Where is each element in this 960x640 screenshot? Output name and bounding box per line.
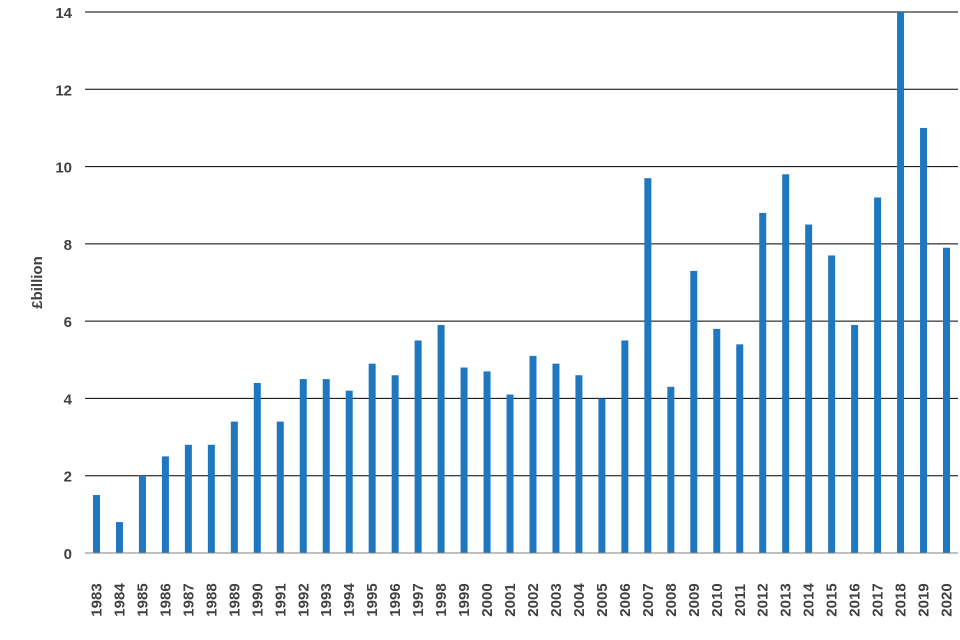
- gridlines: [85, 11, 958, 477]
- x-tick-label: 1995: [364, 583, 381, 616]
- y-tick-label: 2: [64, 469, 72, 486]
- bar-2015: [828, 255, 836, 553]
- bar-2002: [529, 355, 537, 553]
- bar-2005: [598, 398, 606, 553]
- x-tick-label: 2016: [847, 583, 864, 616]
- bar-1991: [276, 421, 284, 553]
- x-tick-label: 1990: [249, 583, 266, 616]
- bar-2011: [736, 344, 744, 553]
- bar-2007: [644, 178, 652, 553]
- bar-2016: [851, 325, 859, 553]
- bar-1997: [414, 340, 422, 553]
- bar-2013: [782, 174, 790, 554]
- y-tick-label: 8: [64, 237, 72, 254]
- y-tick-label: 0: [64, 546, 72, 563]
- x-tick-label: 2011: [732, 584, 749, 617]
- x-tick-label: 2007: [640, 583, 657, 616]
- y-tick-label: 10: [55, 160, 72, 177]
- x-tick-label: 1989: [226, 583, 243, 616]
- y-axis-label: £billion: [29, 256, 46, 309]
- x-tick-label: 2019: [916, 583, 933, 616]
- x-tick-label: 2010: [709, 583, 726, 616]
- x-tick-label: 1984: [111, 583, 128, 617]
- x-tick-label: 2002: [525, 583, 542, 616]
- x-tick-label: 1991: [272, 583, 289, 616]
- bar-2000: [483, 371, 491, 553]
- bar-1999: [460, 367, 468, 553]
- bar-1987: [184, 444, 192, 553]
- x-tick-labels: 1983 1984 1985 1986 1987 1988 1989 1990 1991 1992…: [88, 583, 955, 617]
- bar-1994: [345, 390, 353, 553]
- bar-1989: [230, 421, 238, 553]
- y-tick-label: 4: [64, 391, 73, 408]
- bar-2012: [759, 212, 767, 553]
- x-tick-label: 2005: [594, 583, 611, 616]
- x-tick-label: 2003: [548, 583, 565, 616]
- bar-1988: [207, 444, 215, 553]
- x-tick-label: 2006: [617, 583, 634, 616]
- x-tick-label: 1993: [318, 583, 335, 616]
- bars: [92, 12, 951, 554]
- bar-1996: [391, 375, 399, 553]
- bar-1984: [115, 522, 123, 553]
- x-tick-label: 2020: [939, 583, 956, 616]
- x-tick-label: 2008: [663, 583, 680, 616]
- bar-1992: [299, 379, 307, 553]
- x-tick-label: 1986: [157, 583, 174, 616]
- bar-2020: [943, 247, 951, 553]
- x-tick-label: 2000: [479, 583, 496, 616]
- y-tick-label: 14: [55, 5, 72, 22]
- bar-2003: [552, 363, 560, 553]
- x-tick-label: 2004: [571, 583, 588, 617]
- y-tick-label: 12: [55, 82, 72, 99]
- x-tick-label: 2014: [801, 583, 818, 617]
- x-tick-label: 2001: [502, 583, 519, 616]
- bar-2008: [667, 386, 675, 553]
- x-tick-label: 1996: [387, 583, 404, 616]
- bar-2018: [897, 12, 905, 553]
- bar-1990: [253, 382, 261, 553]
- x-tick-label: 2018: [893, 583, 910, 616]
- x-tick-label: 2015: [824, 583, 841, 616]
- x-tick-label: 2009: [686, 583, 703, 616]
- bar-2004: [575, 375, 583, 553]
- bar-2001: [506, 394, 514, 553]
- x-tick-label: 1983: [88, 583, 105, 616]
- x-tick-label: 2017: [870, 583, 887, 616]
- bar-2010: [713, 328, 721, 553]
- x-tick-label: 1997: [410, 583, 427, 616]
- bar-2017: [874, 197, 882, 553]
- y-tick-labels: 0 2 4 6 8 10 12 14: [55, 5, 72, 563]
- x-tick-label: 1992: [295, 583, 312, 616]
- x-tick-label: 1999: [456, 583, 473, 616]
- bar-2019: [920, 127, 928, 553]
- bar-2009: [690, 270, 698, 553]
- x-tick-label: 2012: [755, 583, 772, 616]
- x-tick-label: 1994: [341, 583, 358, 617]
- bar-1986: [161, 456, 169, 553]
- x-tick-label: 2013: [778, 583, 795, 616]
- bar-2014: [805, 224, 813, 554]
- x-tick-label: 1985: [134, 583, 151, 616]
- x-tick-label: 1987: [180, 583, 197, 616]
- bar-1985: [138, 475, 146, 553]
- bar-2006: [621, 340, 629, 553]
- bar-1998: [437, 325, 445, 553]
- x-tick-label: 1988: [203, 583, 220, 616]
- bar-1983: [92, 495, 100, 553]
- x-tick-label: 1998: [433, 583, 450, 616]
- y-tick-label: 6: [64, 314, 72, 331]
- bar-1993: [322, 379, 330, 553]
- bar-1995: [368, 363, 376, 553]
